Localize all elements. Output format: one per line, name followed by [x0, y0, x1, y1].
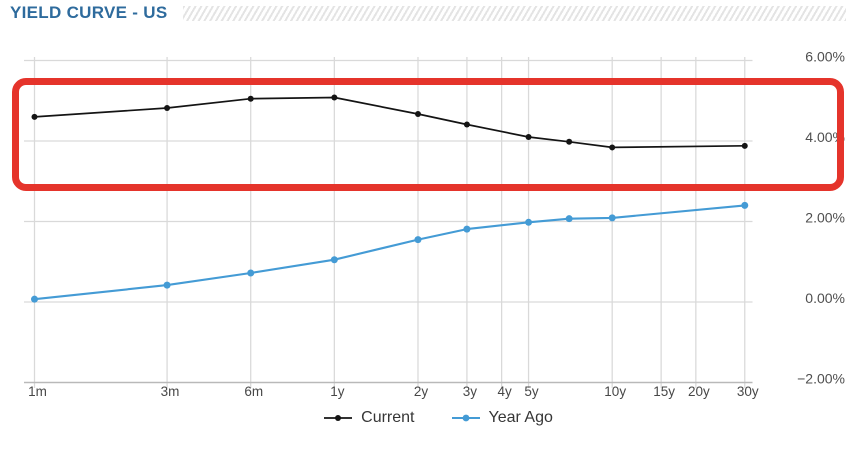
x-axis-tick-label: 4y	[498, 384, 513, 399]
data-point-10y	[609, 144, 616, 151]
axis-labels: 6.00% 4.00% 2.00% 0.00% −2.00% 1m 3m 6m 1y 2y 3y 4y…	[28, 49, 845, 399]
highlight-annotation-box	[12, 78, 844, 191]
legend-label-current: Current	[361, 409, 415, 426]
series-current	[31, 94, 748, 151]
page-title: YIELD CURVE - US	[10, 3, 168, 22]
x-axis-tick-label: 2y	[414, 384, 429, 399]
data-point-3y	[463, 225, 471, 233]
series-year-ago	[31, 201, 749, 303]
legend-label-year-ago: Year Ago	[488, 409, 553, 426]
data-point-3y	[463, 121, 470, 128]
x-axis-tick-label: 5y	[524, 384, 539, 399]
x-axis-tick-label: 15y	[653, 384, 675, 399]
data-point-3m	[163, 281, 171, 289]
data-point-2y	[414, 236, 422, 244]
line-dot-marker-icon	[324, 415, 353, 421]
data-point-5y	[525, 218, 533, 226]
data-point-2y	[414, 111, 421, 118]
data-point-1m	[31, 295, 38, 303]
data-point-1y	[330, 256, 338, 264]
x-axis-tick-label: 1y	[330, 384, 345, 399]
hatch-decoration	[183, 6, 846, 21]
data-point-5y	[525, 133, 532, 140]
data-point-7y	[565, 215, 573, 223]
x-axis-tick-label: 30y	[737, 384, 759, 399]
x-axis-tick-label: 20y	[688, 384, 710, 399]
legend-item-current: Current	[323, 409, 415, 427]
chart-legend: Current Year Ago	[0, 404, 848, 432]
y-axis-tick-label: −2.00%	[797, 371, 845, 387]
data-point-6m	[247, 95, 254, 102]
x-axis-tick-label: 3y	[463, 384, 478, 399]
y-axis-tick-label: 2.00%	[805, 210, 845, 226]
data-point-1m	[31, 113, 38, 120]
data-point-7y	[566, 138, 573, 145]
data-point-30y	[741, 201, 749, 209]
line-dot-marker-icon	[451, 414, 480, 422]
data-point-6m	[247, 269, 255, 277]
y-axis-tick-label: 6.00%	[805, 49, 845, 65]
legend-item-year-ago: Year Ago	[451, 409, 553, 427]
gridlines	[24, 57, 753, 388]
x-axis-tick-label: 10y	[604, 384, 626, 399]
y-axis-tick-label: 0.00%	[805, 290, 845, 306]
data-point-10y	[608, 214, 616, 222]
x-axis-tick-label: 6m	[244, 384, 263, 399]
x-axis-tick-label: 3m	[161, 384, 180, 399]
data-point-1y	[331, 94, 338, 101]
x-axis-tick-label: 1m	[28, 384, 47, 399]
data-point-30y	[741, 142, 748, 149]
y-axis-tick-label: 4.00%	[805, 129, 845, 145]
data-point-3m	[164, 104, 171, 111]
